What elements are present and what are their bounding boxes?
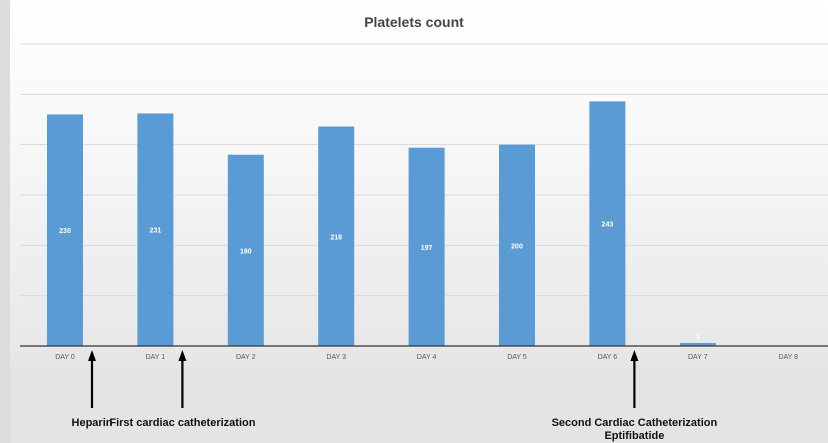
x-tick-label: DAY 8 bbox=[778, 354, 798, 361]
bar-day-4 bbox=[408, 147, 445, 346]
annotation-arrowhead bbox=[88, 350, 96, 361]
bar-day-2 bbox=[227, 154, 264, 346]
x-tick-label: DAY 4 bbox=[417, 354, 437, 361]
annotation-label: Second Cardiac Catheterization Eptifibati… bbox=[552, 417, 718, 442]
data-label: 190 bbox=[240, 248, 252, 255]
bar-day-1 bbox=[137, 113, 174, 347]
data-label: 231 bbox=[150, 228, 162, 235]
bar-day-6 bbox=[589, 101, 626, 346]
data-label: 218 bbox=[330, 234, 342, 241]
bar-day-3 bbox=[318, 126, 355, 347]
x-axis: DAY 0 DAY 1 DAY 2 DAY 3 DAY 4 DAY 5 DAY 6 DAY 7… bbox=[20, 345, 828, 361]
annotation-label: First cardiac catheterization bbox=[109, 417, 255, 429]
x-tick-label: DAY 6 bbox=[598, 354, 618, 361]
x-tick-label: DAY 0 bbox=[55, 354, 75, 361]
annotation-arrowhead bbox=[178, 350, 187, 361]
x-tick-label: DAY 5 bbox=[507, 354, 527, 361]
data-label: 197 bbox=[421, 245, 433, 252]
annotation-arrowhead bbox=[630, 350, 639, 361]
data-label: 243 bbox=[602, 222, 614, 229]
bars bbox=[47, 101, 716, 347]
annotation-label: Heparin bbox=[72, 417, 113, 429]
data-label: 200 bbox=[511, 243, 523, 250]
bar-day-5 bbox=[499, 144, 535, 346]
bar-day-0 bbox=[47, 114, 83, 346]
data-label: 230 bbox=[59, 228, 71, 235]
bar-day-7 bbox=[679, 342, 716, 346]
x-tick-label: DAY 7 bbox=[688, 354, 708, 361]
data-label: 3 bbox=[696, 334, 700, 341]
x-tick-label: DAY 1 bbox=[146, 354, 166, 361]
chart-title: Platelets count bbox=[364, 14, 464, 30]
data-labels: 230 231 190 218 197 200 243 3 bbox=[59, 222, 700, 341]
x-tick-label: DAY 3 bbox=[326, 354, 346, 361]
annotation-panel bbox=[10, 368, 828, 443]
x-tick-label: DAY 2 bbox=[236, 354, 256, 361]
